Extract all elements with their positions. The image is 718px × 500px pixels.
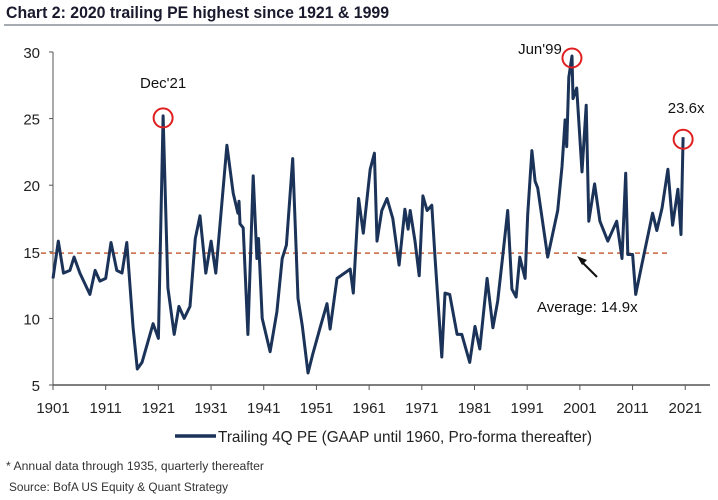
series-line-trailing-pe	[51, 54, 685, 375]
x-tick-label: 2011	[616, 400, 648, 417]
average-arrow	[580, 260, 598, 278]
chart-title: Chart 2: 2020 trailing PE highest since …	[6, 3, 389, 22]
x-tick-label: 1981	[458, 400, 491, 417]
x-tick-label: 1901	[36, 400, 69, 417]
x-tick-label: 1941	[247, 400, 280, 417]
footnote-annual: * Annual data through 1935, quarterly th…	[6, 461, 264, 473]
highlight-circle	[152, 107, 174, 129]
x-tick-label: 1951	[300, 400, 333, 417]
y-tick-label: 25	[23, 112, 40, 129]
x-tick-label: 1931	[194, 400, 227, 417]
y-tick-label: 15	[23, 245, 40, 262]
x-tick-label: 1991	[510, 400, 543, 417]
y-tick-label: 30	[23, 45, 40, 62]
y-tick-label: 5	[32, 378, 40, 395]
highlight-circle	[672, 128, 694, 150]
footnote-source: Source: BofA US Equity & Quant Strategy	[9, 482, 228, 494]
x-tick-label: 1961	[352, 400, 385, 417]
annotation-label: Jun'99	[518, 41, 562, 58]
x-tick-label: 1921	[142, 400, 175, 417]
x-tick-label: 2001	[563, 400, 596, 417]
legend-label: Trailing 4Q PE (GAAP until 1960, Pro-for…	[218, 429, 592, 446]
x-tick-label: 2021	[669, 400, 702, 417]
highlight-circle	[561, 47, 583, 69]
annotation-label: Dec'21	[140, 75, 186, 92]
y-tick-label: 10	[23, 311, 40, 328]
annotation-label: 23.6x	[668, 100, 705, 117]
average-label: Average: 14.9x	[537, 299, 638, 316]
x-tick-label: 1911	[90, 400, 122, 417]
y-tick-label: 20	[23, 178, 40, 195]
x-tick-label: 1971	[405, 400, 438, 417]
legend: Trailing 4Q PE (GAAP until 1960, Pro-for…	[175, 429, 592, 446]
arrow-head-icon	[577, 256, 587, 265]
